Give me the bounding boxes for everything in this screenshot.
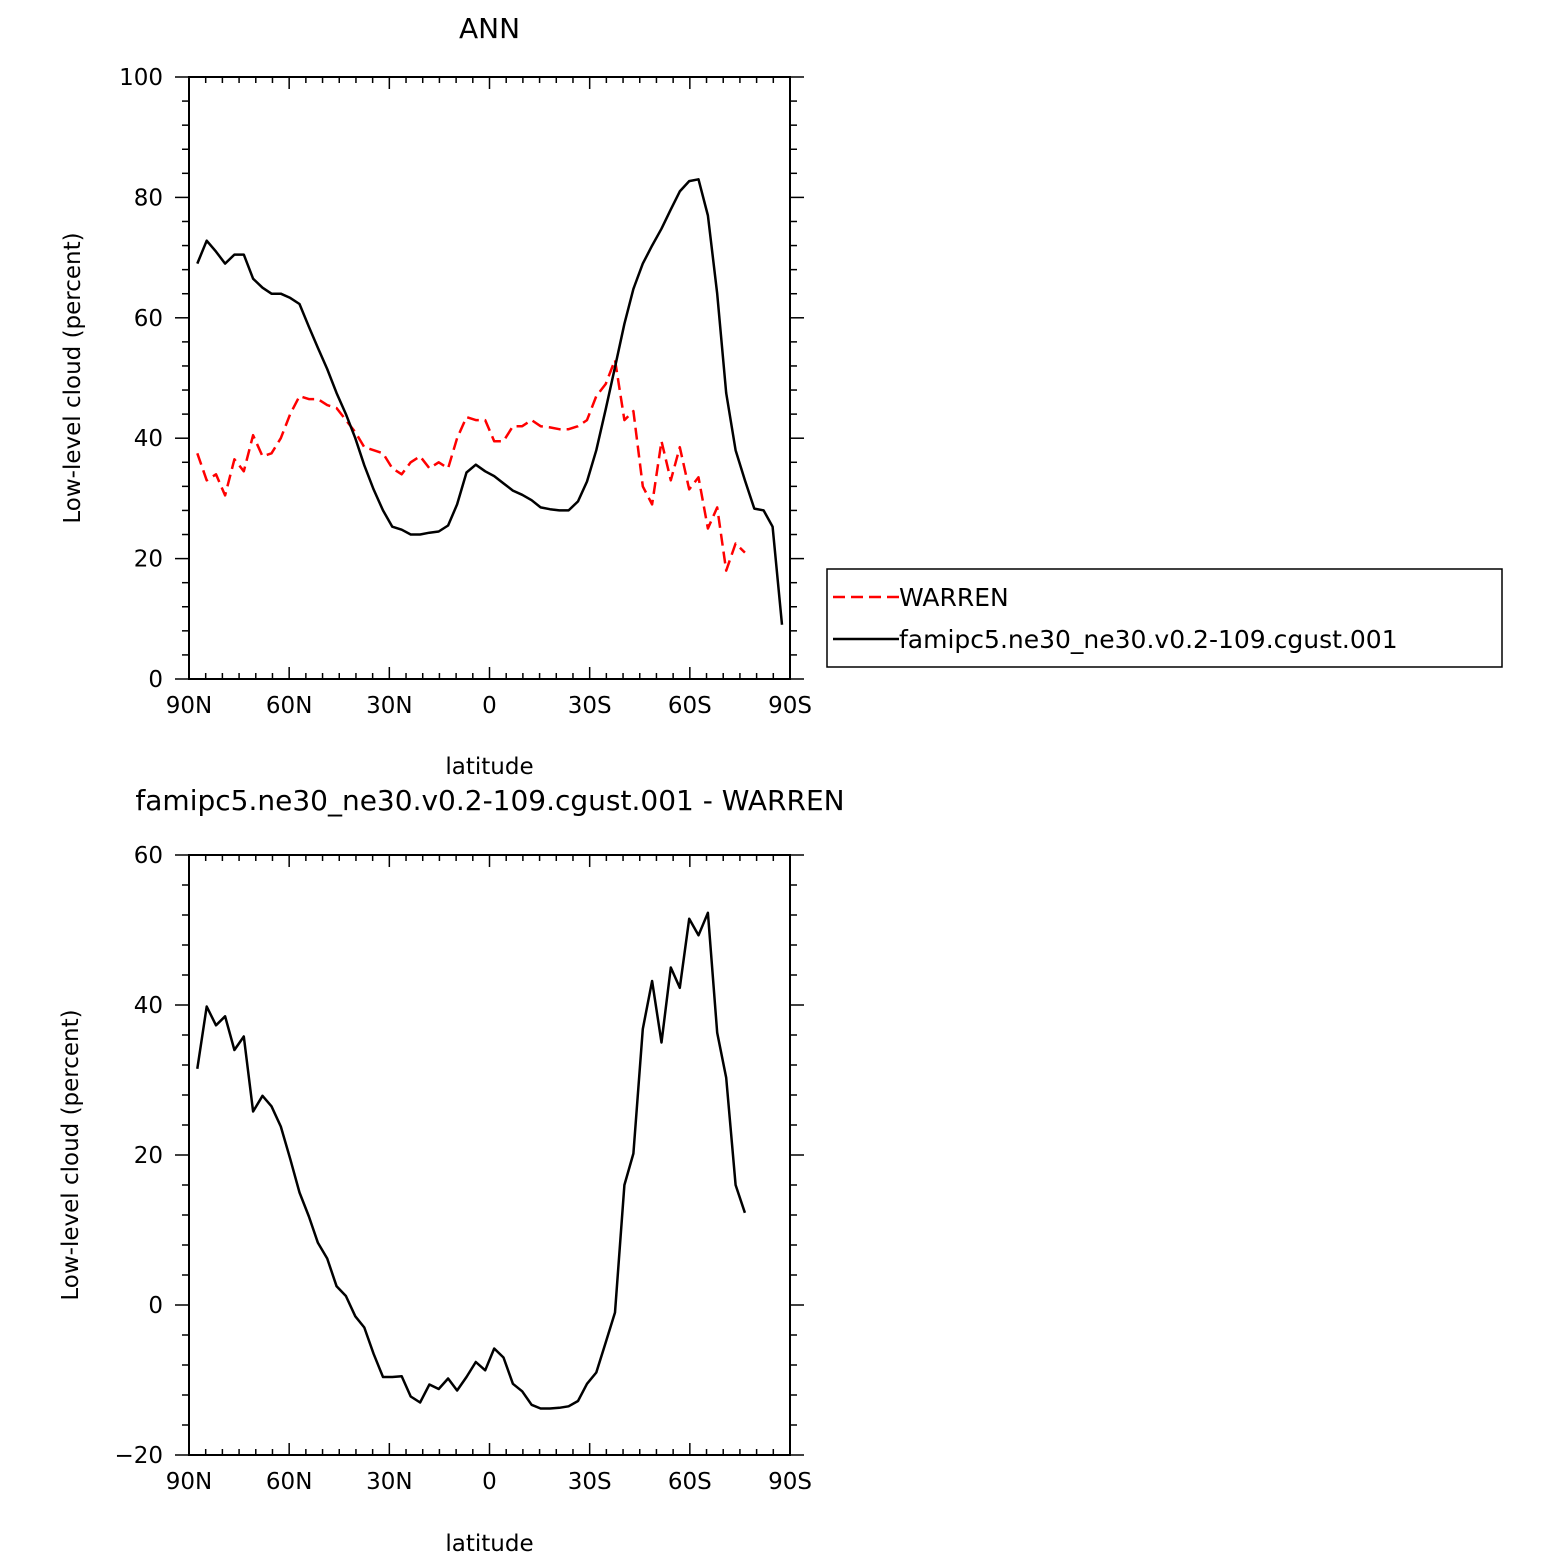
chart-title: famipc5.ne30_ne30.v0.2-109.cgust.001 - W… <box>135 784 844 817</box>
x-tick-label: 90S <box>768 693 812 719</box>
legend-label: WARREN <box>899 583 1009 612</box>
legend-label: famipc5.ne30_ne30.v0.2-109.cgust.001 <box>899 625 1398 654</box>
y-tick-label: 0 <box>148 1293 163 1319</box>
y-axis-label: Low-level cloud (percent) <box>58 1009 84 1300</box>
y-tick-label: 60 <box>134 306 163 332</box>
series-line <box>196 178 784 625</box>
legend: WARREN famipc5.ne30_ne30.v0.2-109.cgust.0… <box>826 568 1503 668</box>
plot-frame <box>188 76 791 680</box>
y-tick-label: 40 <box>134 993 163 1019</box>
x-axis-label: latitude <box>445 754 533 780</box>
y-tick-label: 60 <box>134 843 163 869</box>
x-tick-label: 30S <box>568 1469 612 1495</box>
x-tick-label: 90N <box>166 1469 212 1495</box>
x-tick-label: 30N <box>366 1469 412 1495</box>
x-tick-label: 60S <box>668 693 712 719</box>
x-tick-label: 60N <box>266 1469 312 1495</box>
x-tick-label: 60N <box>266 693 312 719</box>
y-tick-label: 100 <box>119 65 163 91</box>
x-tick-label: 30S <box>568 693 612 719</box>
y-tick-label: 40 <box>134 426 163 452</box>
x-tick-label: 90S <box>768 1469 812 1495</box>
y-tick-label: −20 <box>114 1443 163 1469</box>
x-tick-label: 30N <box>366 693 412 719</box>
chart-title: ANN <box>459 12 520 45</box>
x-tick-label: 60S <box>668 1469 712 1495</box>
y-tick-label: 80 <box>134 185 163 211</box>
x-tick-label: 90N <box>166 693 212 719</box>
x-tick-label: 0 <box>482 1469 497 1495</box>
y-axis-label: Low-level cloud (percent) <box>60 232 86 523</box>
series-line <box>196 911 747 1410</box>
x-tick-label: 0 <box>482 693 497 719</box>
top-chart: 90N 60N 30N 0 30S 60S 90S 0 20 40 60 80 100 ANN latitu… <box>60 12 1503 780</box>
bottom-chart: 90N 60N 30N 0 30S 60S 90S −20 0 20 40 60 famipc5.ne3… <box>58 784 845 1557</box>
y-tick-label: 20 <box>134 1143 163 1169</box>
y-tick-label: 0 <box>148 667 163 693</box>
legend-box <box>826 568 1503 668</box>
plot-frame <box>188 854 791 1456</box>
x-axis-label: latitude <box>445 1531 533 1557</box>
series-line <box>196 358 746 572</box>
y-tick-label: 20 <box>134 547 163 573</box>
